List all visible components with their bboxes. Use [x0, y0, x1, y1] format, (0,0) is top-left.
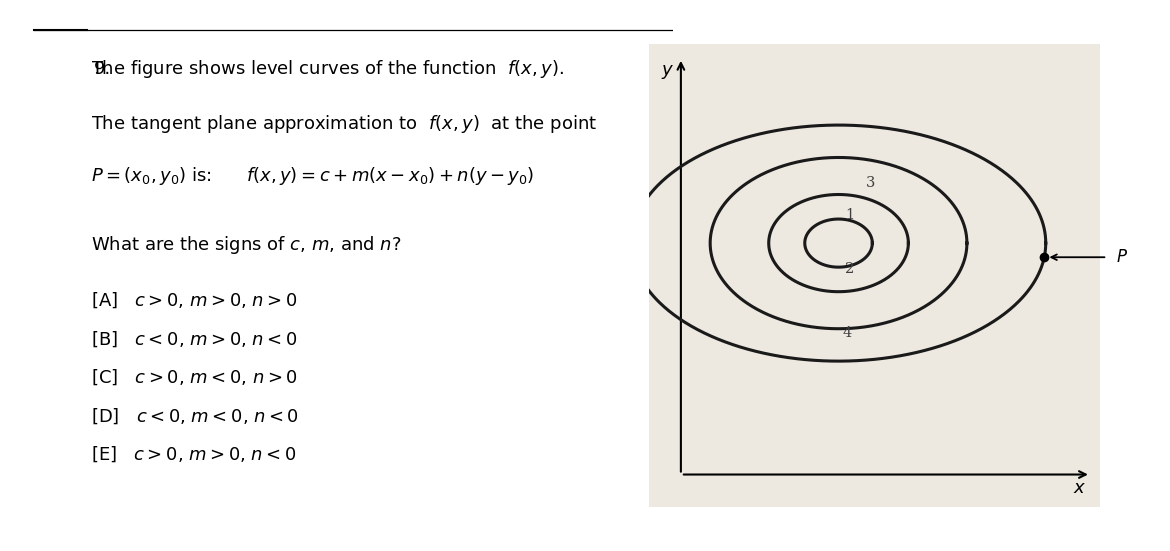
- Text: [B]   $c < 0$, $m > 0$, $n < 0$: [B] $c < 0$, $m > 0$, $n < 0$: [91, 329, 297, 349]
- Text: $x$: $x$: [1073, 479, 1086, 498]
- Text: [A]   $c > 0$, $m > 0$, $n > 0$: [A] $c > 0$, $m > 0$, $n > 0$: [91, 290, 297, 310]
- Text: [C]   $c > 0$, $m < 0$, $n > 0$: [C] $c > 0$, $m < 0$, $n > 0$: [91, 368, 297, 387]
- Text: $P = (x_0, y_0)$ is:      $f(x, y) = c + m(x - x_0) + n(y - y_0)$: $P = (x_0, y_0)$ is: $f(x, y) = c + m(x …: [91, 165, 535, 187]
- Text: The tangent plane approximation to  $f(x, y)$  at the point: The tangent plane approximation to $f(x,…: [91, 113, 597, 135]
- Text: 9.: 9.: [94, 60, 111, 78]
- Text: What are the signs of $c$, $m$, and $n$?: What are the signs of $c$, $m$, and $n$?: [91, 234, 401, 256]
- Text: 1: 1: [845, 208, 854, 223]
- Text: 4: 4: [842, 326, 852, 341]
- Text: $y$: $y$: [661, 63, 674, 80]
- Text: The figure shows level curves of the function  $f(x, y)$.: The figure shows level curves of the fun…: [91, 58, 564, 80]
- Text: $P$: $P$: [1116, 249, 1128, 266]
- Text: [D]   $c < 0$, $m < 0$, $n < 0$: [D] $c < 0$, $m < 0$, $n < 0$: [91, 406, 298, 426]
- Text: 3: 3: [866, 176, 875, 190]
- Text: [E]   $c > 0$, $m > 0$, $n < 0$: [E] $c > 0$, $m > 0$, $n < 0$: [91, 445, 296, 464]
- Text: 2: 2: [845, 262, 854, 276]
